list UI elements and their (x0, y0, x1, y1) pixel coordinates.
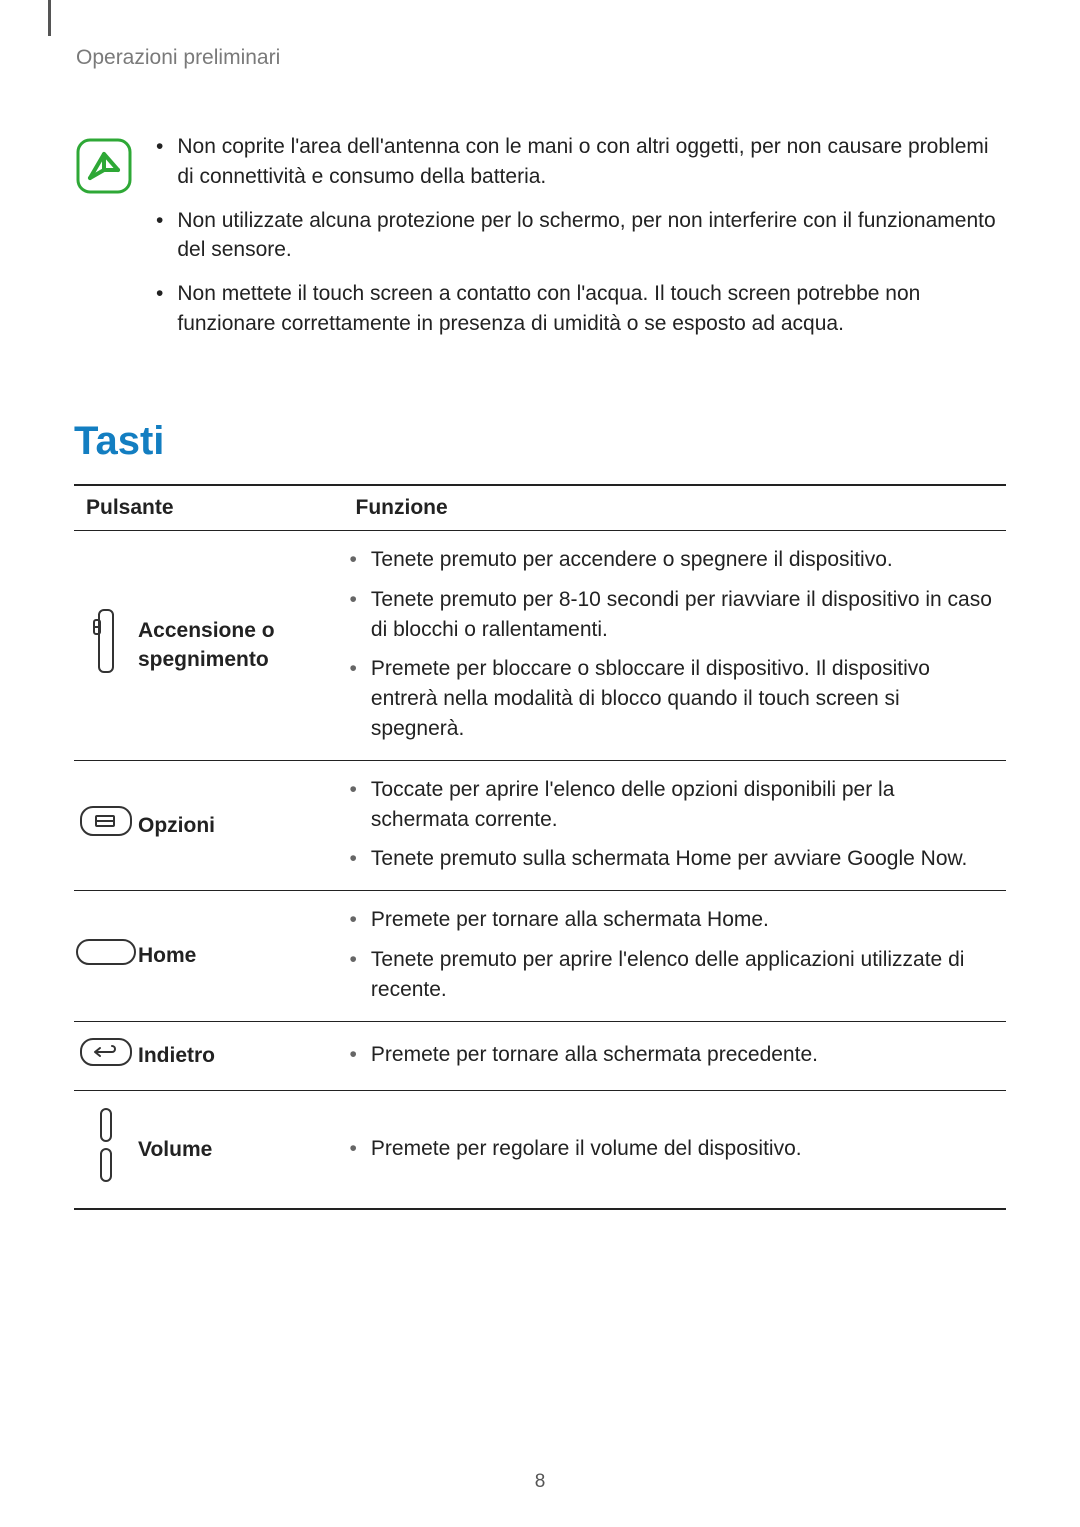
function-text: Tenete premuto sulla schermata Home per … (371, 844, 998, 874)
table-row: Indietro • Premete per tornare alla scher… (74, 1021, 1006, 1091)
note-block: • Non coprite l'area dell'antenna con le… (74, 132, 1006, 353)
back-button-icon (78, 1036, 134, 1068)
button-functions: • Premete per regolare il volume del disp… (344, 1091, 1006, 1209)
button-functions: •Toccate per aprire l'elenco delle opzio… (344, 760, 1006, 890)
button-label: Opzioni (138, 760, 344, 890)
function-item: •Tenete premuto per aprire l'elenco dell… (350, 941, 998, 1011)
note-text: Non utilizzate alcuna protezione per lo … (177, 206, 1004, 266)
options-button-icon (78, 804, 134, 838)
button-icon-cell (74, 891, 138, 1021)
bullet-icon: • (350, 905, 357, 935)
function-text: Toccate per aprire l'elenco delle opzion… (371, 775, 998, 835)
button-icon-cell (74, 760, 138, 890)
home-button-icon (74, 937, 138, 967)
bullet-icon: • (350, 654, 357, 743)
button-icon-cell (74, 1021, 138, 1091)
function-item: • Premete per tornare alla schermata prec… (350, 1036, 998, 1076)
function-item: •Premete per bloccare o sbloccare il dis… (350, 650, 998, 749)
bullet-icon: • (156, 206, 163, 266)
button-label: Volume (138, 1091, 344, 1209)
bullet-icon: • (350, 945, 357, 1005)
note-item: • Non mettete il touch screen a contatto… (156, 279, 1004, 339)
function-text: Premete per tornare alla schermata Home. (371, 905, 998, 935)
function-item: • Premete per tornare alla schermata Home… (350, 901, 998, 941)
function-text: Tenete premuto per 8-10 secondi per riav… (371, 585, 998, 645)
button-label: Home (138, 891, 344, 1021)
bullet-icon: • (350, 585, 357, 645)
function-text: Premete per tornare alla schermata prece… (371, 1040, 998, 1070)
button-label: Indietro (138, 1021, 344, 1091)
button-label: Accensione o spegnimento (138, 530, 344, 760)
note-text: Non coprite l'area dell'antenna con le m… (177, 132, 1004, 192)
function-text: Premete per regolare il volume del dispo… (371, 1134, 998, 1164)
chapter-title: Operazioni preliminari (76, 46, 1006, 70)
note-list: • Non coprite l'area dell'antenna con le… (156, 132, 1006, 353)
volume-button-icon (91, 1105, 121, 1185)
function-text: Tenete premuto per aprire l'elenco delle… (371, 945, 998, 1005)
function-item: • Premete per regolare il volume del disp… (350, 1130, 998, 1170)
bullet-icon: • (156, 279, 163, 339)
function-text: Premete per bloccare o sbloccare il disp… (371, 654, 998, 743)
table-row: Opzioni •Toccate per aprire l'elenco del… (74, 760, 1006, 890)
page-number: 8 (0, 1471, 1080, 1493)
function-item: •Toccate per aprire l'elenco delle opzio… (350, 771, 998, 841)
note-text: Non mettete il touch screen a contatto c… (177, 279, 1004, 339)
function-text: Tenete premuto per accendere o spegnere … (371, 545, 998, 575)
page: Operazioni preliminari • Non coprite l'a… (0, 0, 1080, 1527)
button-icon-cell (74, 530, 138, 760)
button-functions: • Tenete premuto per accendere o spegnere… (344, 530, 1006, 760)
note-item: • Non utilizzate alcuna protezione per l… (156, 206, 1004, 266)
note-icon (74, 136, 134, 196)
table-body: Accensione o spegnimento •Tenete premuto… (74, 530, 1006, 1209)
function-item: • Tenete premuto sulla schermata Home per… (350, 840, 998, 880)
bullet-icon: • (350, 775, 357, 835)
buttons-table: Pulsante Funzione Accensione o spegnimen… (74, 484, 1006, 1210)
button-functions: • Premete per tornare alla schermata Home… (344, 891, 1006, 1021)
bullet-icon: • (350, 1040, 357, 1070)
note-item: • Non coprite l'area dell'antenna con le… (156, 132, 1004, 192)
button-functions: • Premete per tornare alla schermata prec… (344, 1021, 1006, 1091)
bullet-icon: • (156, 132, 163, 192)
button-icon-cell (74, 1091, 138, 1209)
table-row: Accensione o spegnimento •Tenete premuto… (74, 530, 1006, 760)
bullet-icon: • (350, 844, 357, 874)
function-item: •Tenete premuto per 8-10 secondi per ria… (350, 581, 998, 651)
table-row: Home • Premete per tornare alla schermata… (74, 891, 1006, 1021)
bullet-icon: • (350, 1134, 357, 1164)
table-row: Volume • Premete per regolare il volume d… (74, 1091, 1006, 1209)
table-header-button: Pulsante (74, 485, 344, 531)
bullet-icon: • (350, 545, 357, 575)
function-item: • Tenete premuto per accendere o spegnere… (350, 541, 998, 581)
page-spine-mark (48, 0, 51, 36)
power-button-icon (91, 606, 121, 676)
table-header-function: Funzione (344, 485, 1006, 531)
section-title: Tasti (74, 419, 1006, 464)
